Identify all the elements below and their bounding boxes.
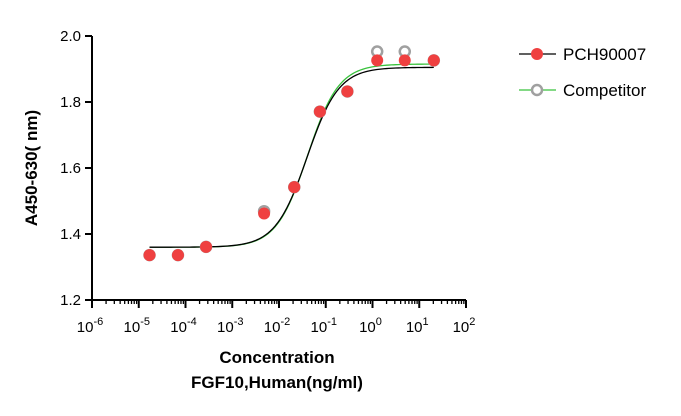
pch90007-point [398, 54, 411, 67]
pch90007-point [258, 207, 271, 220]
legend-marker-competitor [530, 83, 544, 97]
legend-item-competitor: Competitor [519, 81, 646, 100]
fit-curve-competitor [149, 63, 434, 248]
pch90007-point [313, 105, 326, 118]
x-tick-base: 10 [77, 319, 94, 336]
x-tick-exponent: 1 [423, 316, 429, 328]
x-tick-base: 10 [311, 319, 328, 336]
legend-item-pch90007: PCH90007 [519, 45, 646, 64]
x-tick-label: 102 [453, 316, 476, 336]
data-points [143, 45, 441, 262]
fit-curve-pch90007 [149, 66, 434, 248]
pch90007-point [200, 240, 213, 253]
x-tick-base: 10 [264, 319, 281, 336]
fit-curves [149, 63, 434, 248]
y-tick-label: 1.8 [60, 94, 81, 111]
x-tick-label: 10-6 [77, 316, 103, 336]
x-axis-subtitle: FGF10,Human(ng/ml) [191, 373, 363, 392]
y-tick-label: 1.4 [60, 226, 81, 243]
x-tick-exponent: -3 [234, 316, 244, 328]
x-tick-base: 10 [170, 319, 187, 336]
pch90007-point [371, 54, 384, 67]
x-tick-label: 10-2 [264, 316, 290, 336]
pch90007-point [171, 249, 184, 262]
x-tick-base: 10 [453, 319, 470, 336]
x-tick-label: 100 [359, 316, 382, 336]
x-tick-label: 10-4 [170, 316, 196, 336]
y-tick-label: 1.2 [60, 292, 81, 309]
x-tick-exponent: -6 [93, 316, 103, 328]
x-tick-label: 10-1 [311, 316, 337, 336]
x-tick-base: 10 [406, 319, 423, 336]
legend-label-competitor: Competitor [563, 81, 646, 100]
x-axis-title: Concentration [219, 348, 334, 367]
y-tick-label: 2.0 [60, 28, 81, 45]
pch90007-point [143, 249, 156, 262]
y-ticks: 1.2 1.4 1.6 1.8 2.0 [60, 28, 92, 309]
x-tick-exponent: -2 [280, 316, 290, 328]
legend-label-pch90007: PCH90007 [563, 45, 646, 64]
y-axis-title: A450-630( nm) [22, 110, 41, 226]
pch90007-point [341, 85, 354, 98]
x-tick-base: 10 [217, 319, 234, 336]
x-tick-base: 10 [359, 319, 376, 336]
x-tick-exponent: -4 [187, 316, 197, 328]
x-tick-base: 10 [124, 319, 141, 336]
legend-marker-pch90007 [531, 48, 543, 60]
y-tick-label: 1.6 [60, 160, 81, 177]
x-tick-label: 101 [406, 316, 429, 336]
x-tick-label: 10-3 [217, 316, 243, 336]
pch90007-point [427, 54, 440, 67]
x-tick-exponent: 0 [376, 316, 382, 328]
x-tick-exponent: -5 [140, 316, 150, 328]
x-tick-exponent: 2 [469, 316, 475, 328]
x-tick-exponent: -1 [327, 316, 337, 328]
legend: PCH90007 Competitor [519, 45, 646, 100]
x-tick-label: 10-5 [124, 316, 150, 336]
x-ticks: 10-6 10-5 10-4 10-3 10-2 10-1 100 101 102 [77, 300, 476, 336]
axes: 1.21.41.61.82.0 10-6 10-5 10-4 10-3 10-2 10-1… [60, 28, 475, 336]
pch90007-point [288, 181, 301, 194]
